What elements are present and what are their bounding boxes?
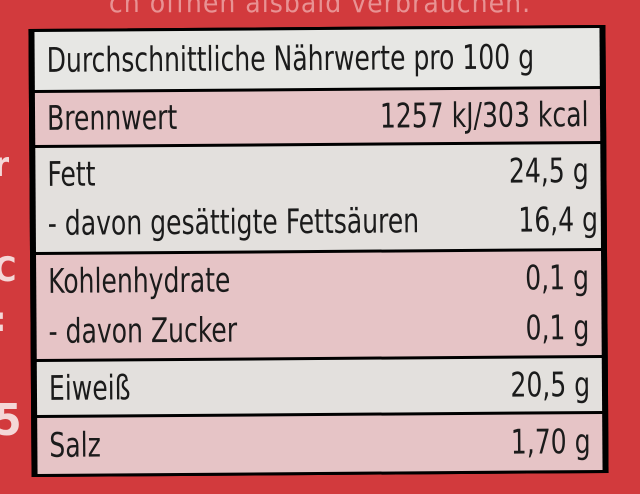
row-label: Brennwert <box>46 97 178 139</box>
table-row: - davon gesättigte Fettsäuren 16,4 g <box>36 194 601 250</box>
table-header: Durchschnittliche Nährwerte pro 100 g <box>34 28 600 90</box>
table-row: Eiweiß 20,5 g <box>37 358 602 415</box>
row-label: Kohlenhydrate <box>48 260 231 302</box>
row-value: 0,1 g <box>525 258 590 299</box>
table-row: Kohlenhydrate 0,1 g <box>36 252 601 308</box>
row-value: 24,5 g <box>508 151 589 192</box>
row-label: Eiweiß <box>48 367 131 409</box>
table-row: Salz 1,70 g <box>37 414 602 474</box>
row-value: 0,1 g <box>525 308 590 349</box>
package-edge-glyph: : <box>0 300 6 340</box>
row-value: 16,4 g <box>517 200 598 241</box>
row-label: - davon Zucker <box>48 310 238 352</box>
row-label: Salz <box>49 425 101 466</box>
row-value: 1,70 g <box>510 422 591 463</box>
package-edge-glyph: C <box>0 250 17 290</box>
package-edge-glyph: r <box>0 145 10 185</box>
row-label: Fett <box>47 154 96 195</box>
table-row: Brennwert 1257 kJ/303 kcal <box>35 89 600 145</box>
row-label: - davon gesättigte Fettsäuren <box>47 201 420 244</box>
table-row: Fett 24,5 g <box>35 146 600 200</box>
package-background-text: ch öffnen alsbald verbrauchen. <box>108 0 532 19</box>
nutrition-table: Durchschnittliche Nährwerte pro 100 g Br… <box>28 24 609 478</box>
row-value: 20,5 g <box>510 364 591 406</box>
table-header-label: Durchschnittliche Nährwerte pro 100 g <box>46 37 535 81</box>
package-edge-glyph: 5 <box>0 395 22 446</box>
table-row: - davon Zucker 0,1 g <box>36 302 601 358</box>
row-value: 1257 kJ/303 kcal <box>379 95 589 137</box>
